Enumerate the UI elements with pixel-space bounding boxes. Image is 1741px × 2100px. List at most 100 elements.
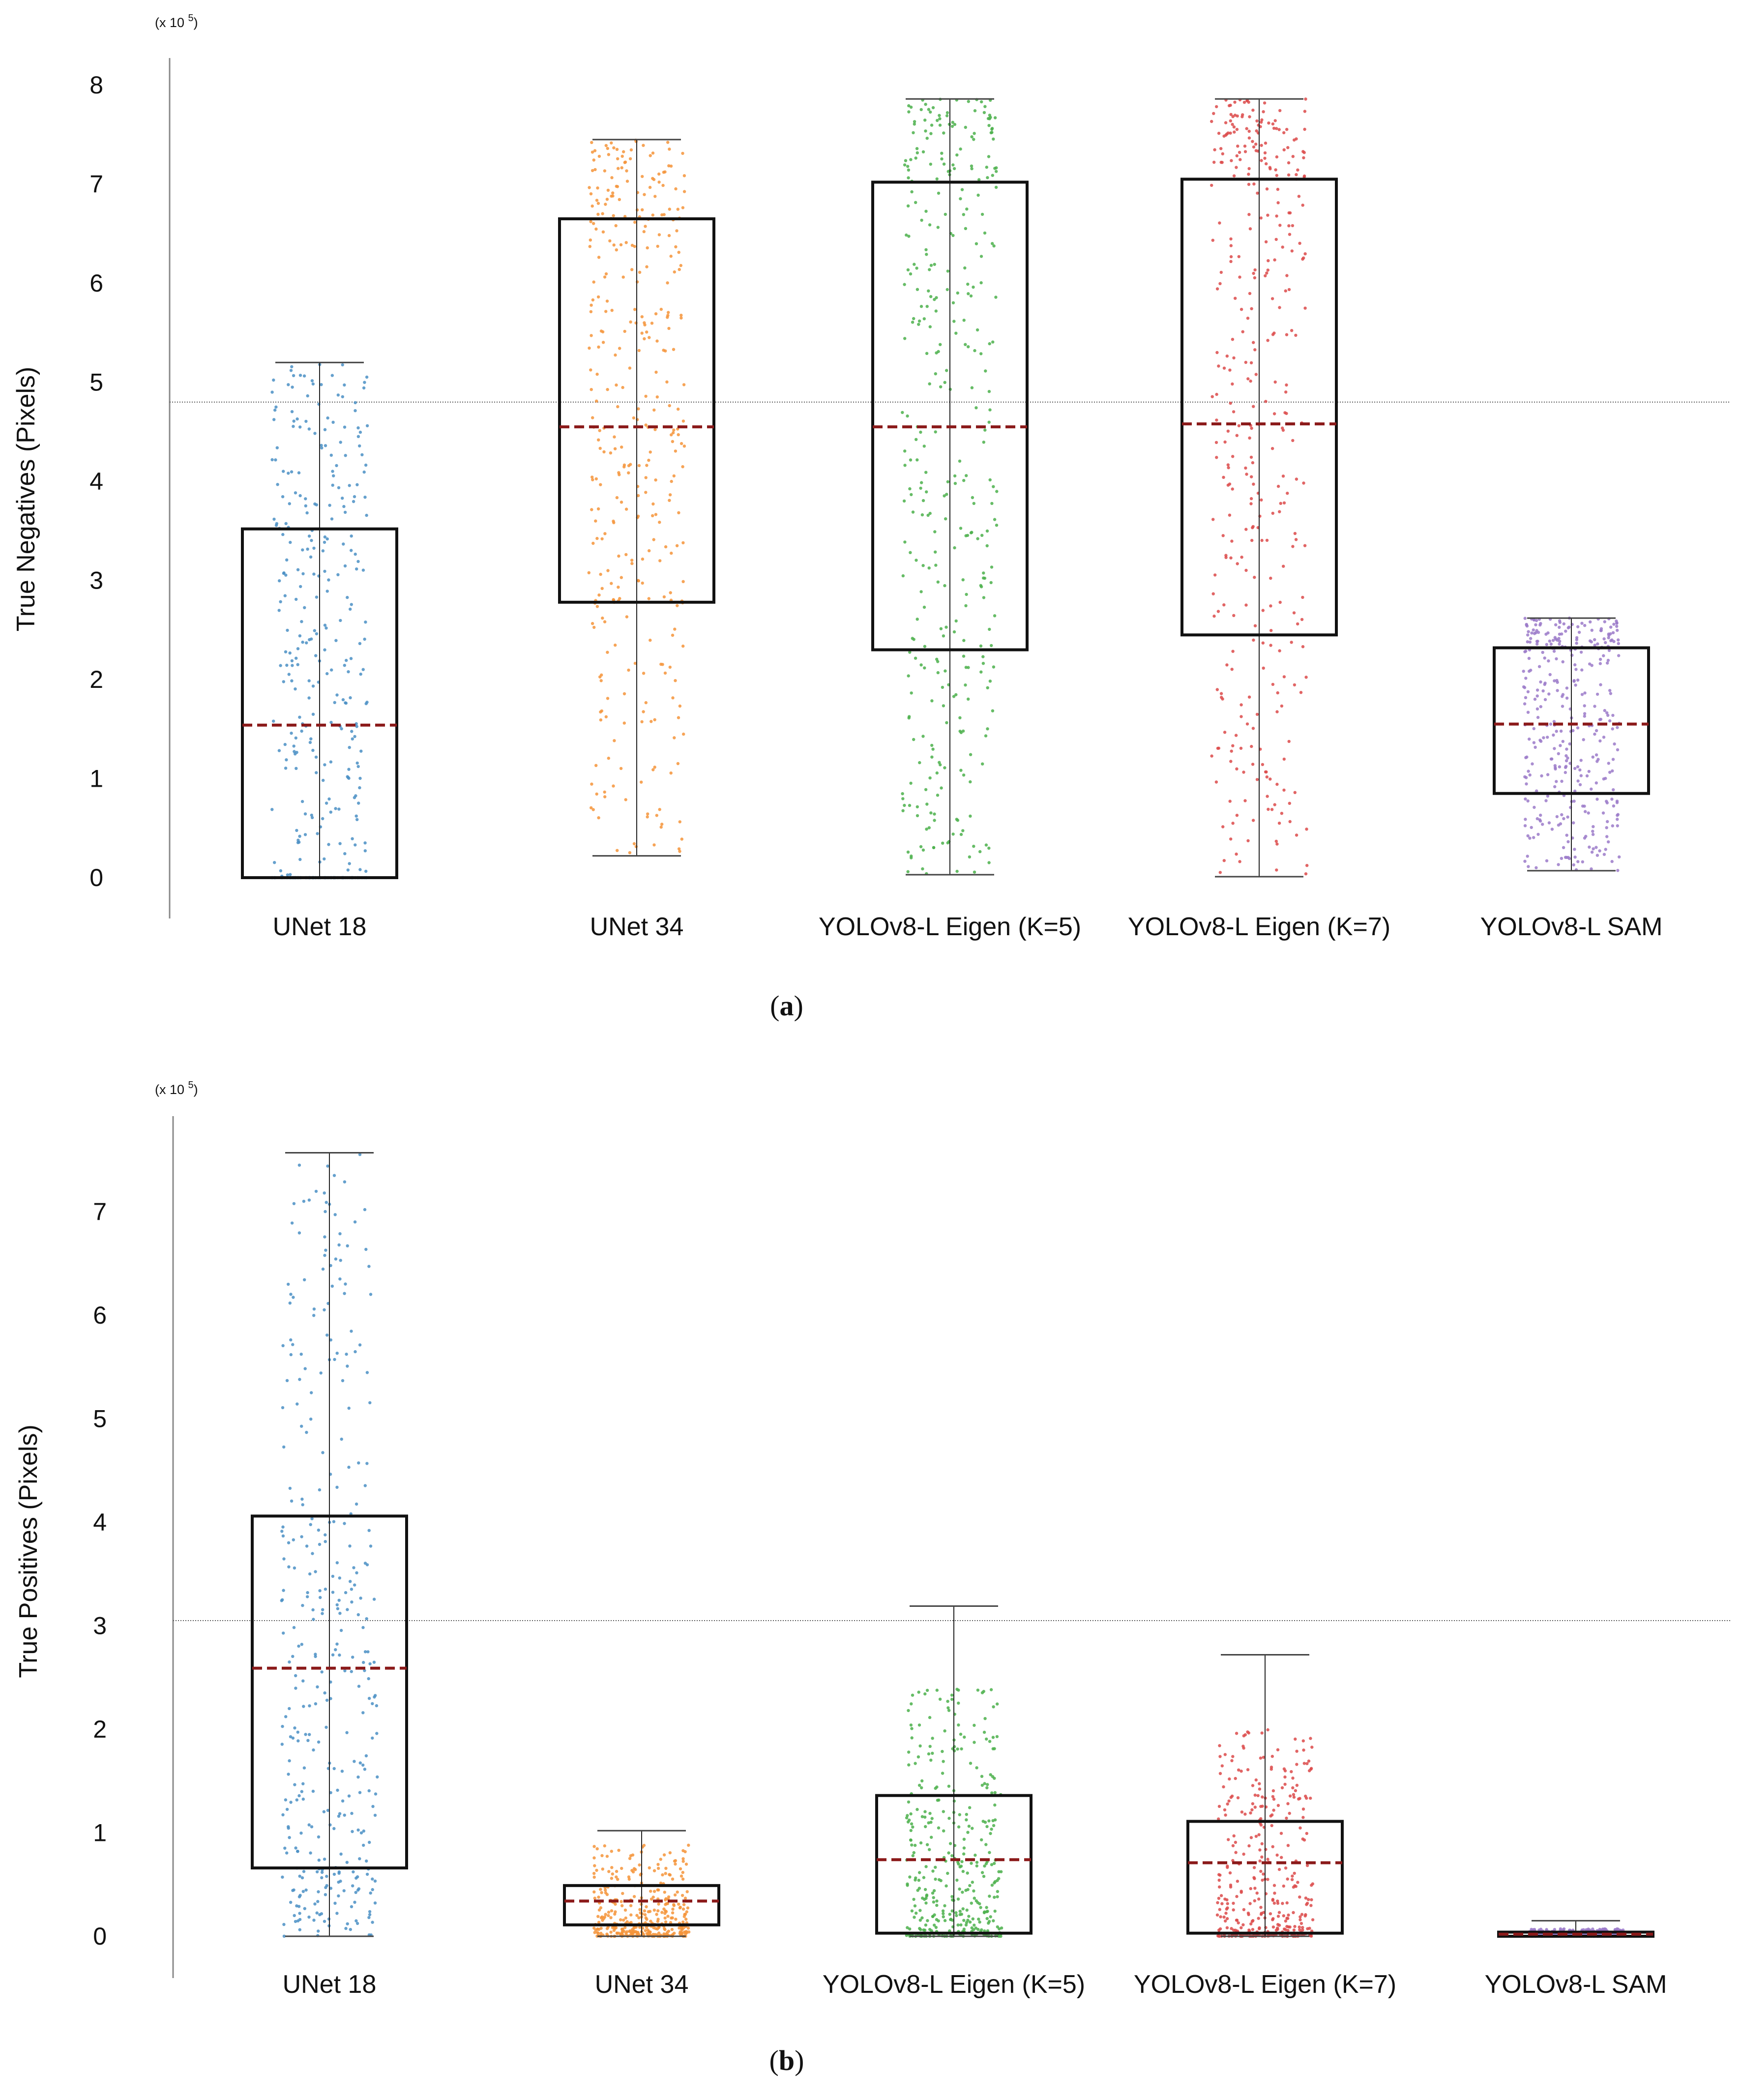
data-point xyxy=(644,701,648,705)
data-point xyxy=(911,510,915,514)
data-point xyxy=(590,204,594,208)
data-point xyxy=(637,407,640,411)
data-point xyxy=(1277,1867,1281,1871)
data-point xyxy=(1216,746,1220,750)
data-point xyxy=(1288,820,1292,824)
data-point xyxy=(343,510,347,514)
data-point xyxy=(915,805,919,809)
axis-multiplier: (x 10 5) xyxy=(155,1080,198,1097)
data-point xyxy=(662,1853,666,1857)
data-point xyxy=(907,110,911,114)
data-point xyxy=(987,846,991,850)
data-point xyxy=(1266,1858,1269,1861)
data-point xyxy=(291,1736,295,1740)
data-point xyxy=(1221,152,1224,155)
data-point xyxy=(285,1379,289,1382)
data-point xyxy=(1594,729,1598,733)
data-point xyxy=(1307,1759,1311,1763)
data-point xyxy=(1210,395,1214,398)
data-point xyxy=(282,1557,286,1561)
data-point xyxy=(1280,812,1284,815)
data-point xyxy=(336,1788,339,1792)
data-point xyxy=(297,1163,301,1167)
data-point xyxy=(682,190,686,193)
data-point xyxy=(1543,698,1547,702)
data-point xyxy=(325,1698,329,1702)
data-point xyxy=(668,404,671,408)
data-point xyxy=(966,1871,969,1875)
data-point xyxy=(961,1891,964,1894)
data-point xyxy=(1537,665,1541,668)
data-point xyxy=(1271,682,1275,686)
data-point xyxy=(1549,642,1553,646)
data-point xyxy=(950,1909,954,1913)
data-point xyxy=(959,1732,963,1736)
data-point xyxy=(928,511,932,515)
data-point xyxy=(1530,631,1534,635)
data-point xyxy=(599,1906,603,1910)
data-point xyxy=(930,743,934,747)
data-point xyxy=(982,1730,986,1734)
data-point xyxy=(342,542,345,546)
data-point xyxy=(1526,690,1530,694)
data-point xyxy=(1272,1901,1276,1905)
data-point xyxy=(324,1210,327,1213)
data-point xyxy=(679,442,683,445)
data-point xyxy=(664,1920,668,1923)
data-point xyxy=(307,1915,311,1919)
data-point xyxy=(1223,731,1227,734)
data-point xyxy=(912,638,915,641)
data-point xyxy=(996,1702,999,1706)
data-point xyxy=(654,513,658,516)
data-point xyxy=(1587,769,1591,773)
data-point xyxy=(367,1677,370,1681)
data-point xyxy=(1607,762,1610,765)
data-point xyxy=(1276,1899,1279,1903)
data-point xyxy=(943,1919,947,1923)
data-point xyxy=(1298,1895,1301,1899)
data-point xyxy=(1617,654,1621,657)
data-point xyxy=(941,1909,945,1913)
data-point xyxy=(1532,618,1536,621)
data-point xyxy=(629,1913,633,1917)
data-point xyxy=(1292,1793,1296,1796)
data-point xyxy=(652,1908,656,1912)
data-point xyxy=(371,1736,374,1740)
data-point xyxy=(1252,271,1255,275)
data-point xyxy=(1274,839,1278,843)
data-point xyxy=(992,665,996,669)
data-point xyxy=(911,1825,915,1829)
data-point xyxy=(936,660,940,663)
data-point xyxy=(603,1844,607,1848)
data-point xyxy=(1251,1928,1255,1931)
data-point xyxy=(1566,756,1569,760)
data-point xyxy=(972,1889,975,1893)
data-point xyxy=(936,794,940,797)
data-point xyxy=(335,1603,339,1607)
data-point xyxy=(278,579,281,583)
data-point xyxy=(1543,681,1547,685)
data-point xyxy=(940,151,944,155)
data-point xyxy=(920,218,923,222)
data-point xyxy=(1218,1908,1221,1911)
data-point xyxy=(354,552,357,556)
data-point xyxy=(987,390,991,393)
data-point xyxy=(918,1744,922,1748)
data-point xyxy=(649,450,652,454)
data-point xyxy=(908,803,912,807)
data-point xyxy=(614,353,617,357)
data-point xyxy=(1606,658,1610,662)
data-point xyxy=(632,1895,636,1898)
data-point xyxy=(972,285,975,289)
data-point xyxy=(932,1896,935,1899)
data-point xyxy=(617,586,620,589)
data-point xyxy=(295,417,299,421)
data-point xyxy=(636,494,640,498)
data-point xyxy=(1210,183,1213,187)
data-point xyxy=(1257,1917,1260,1920)
data-point xyxy=(312,1748,315,1752)
data-point xyxy=(301,640,304,644)
data-point xyxy=(600,709,604,713)
data-point xyxy=(928,1745,932,1748)
data-point xyxy=(1309,1737,1312,1740)
